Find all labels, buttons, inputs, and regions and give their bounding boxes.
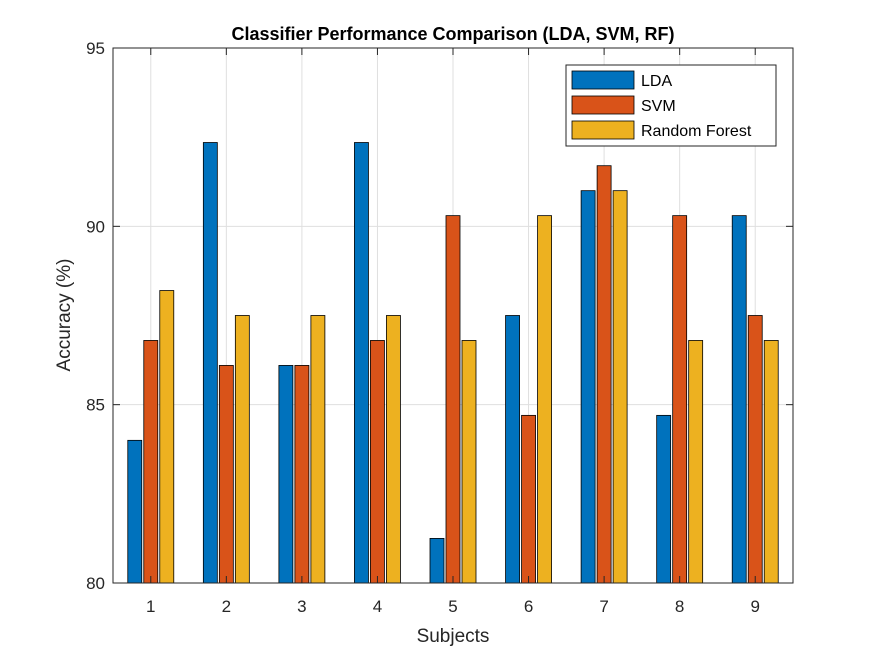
x-tick-label: 9 (750, 597, 759, 616)
chart-title: Classifier Performance Comparison (LDA, … (231, 24, 674, 44)
legend-label: SVM (641, 98, 676, 115)
bar-svm (521, 414, 536, 584)
x-tick-label: 7 (599, 597, 608, 616)
bar-random-forest (763, 340, 779, 584)
bar-lda (429, 538, 445, 584)
bar-svm (143, 340, 159, 584)
x-tick-label: 2 (222, 597, 231, 616)
bar-svm (218, 365, 234, 584)
legend: LDA SVM Random Forest (565, 64, 777, 147)
bar-lda (580, 190, 596, 584)
x-tick-label: 4 (373, 597, 382, 616)
x-axis-label: Subjects (417, 626, 490, 647)
bar-lda (731, 215, 747, 584)
legend-swatch (571, 120, 635, 140)
bar-random-forest (461, 340, 477, 584)
bar-svm (294, 365, 310, 584)
bar-random-forest (386, 315, 401, 584)
x-tick-label: 6 (524, 597, 533, 616)
bar-random-forest (537, 215, 552, 584)
bar-lda (505, 315, 520, 584)
bar-lda (354, 142, 369, 584)
bar-lda (278, 365, 294, 584)
legend-swatch (571, 70, 635, 90)
y-tick-label: 95 (86, 39, 105, 58)
x-tick-label: 8 (675, 597, 684, 616)
y-tick-label: 90 (86, 217, 105, 236)
x-tick-label: 5 (448, 597, 457, 616)
axis-ticks: 1 2 3 4 5 6 7 8 9 80 85 90 95 (86, 39, 793, 616)
x-tick-label: 3 (297, 597, 306, 616)
bar-lda (202, 142, 218, 584)
x-tick-label: 1 (146, 597, 155, 616)
bar-random-forest (159, 290, 175, 584)
bar-lda (127, 439, 143, 584)
y-tick-label: 80 (86, 574, 105, 593)
bar-svm (747, 315, 763, 584)
bar-svm (672, 215, 688, 584)
legend-label: LDA (641, 73, 672, 90)
bar-random-forest (612, 190, 628, 584)
legend-label: Random Forest (641, 123, 752, 140)
y-tick-label: 85 (86, 396, 105, 415)
y-axis-label: Accuracy (%) (54, 259, 75, 372)
bar-random-forest (310, 315, 326, 584)
bar-random-forest (688, 340, 704, 584)
bar-lda (656, 414, 672, 584)
bar-svm (596, 165, 612, 584)
bar-svm (445, 215, 461, 584)
bar-random-forest (234, 315, 250, 584)
bar-svm (370, 340, 385, 584)
legend-swatch (571, 95, 635, 115)
